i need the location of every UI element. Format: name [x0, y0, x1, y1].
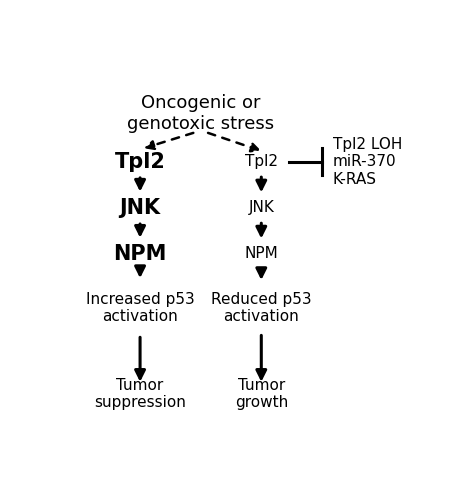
Text: JNK: JNK [119, 198, 161, 218]
Text: NPM: NPM [113, 244, 167, 264]
Text: Tpl2: Tpl2 [245, 154, 278, 169]
Text: Reduced p53
activation: Reduced p53 activation [211, 291, 311, 324]
Text: Tumor
suppression: Tumor suppression [94, 378, 186, 410]
Text: Increased p53
activation: Increased p53 activation [86, 291, 194, 324]
Text: JNK: JNK [248, 200, 274, 215]
Text: NPM: NPM [245, 247, 278, 261]
Text: Tumor
growth: Tumor growth [235, 378, 288, 410]
Text: Tpl2 LOH
miR-370
K-RAS: Tpl2 LOH miR-370 K-RAS [333, 137, 402, 187]
Text: Tpl2: Tpl2 [115, 152, 165, 172]
Text: Oncogenic or
genotoxic stress: Oncogenic or genotoxic stress [127, 94, 274, 133]
